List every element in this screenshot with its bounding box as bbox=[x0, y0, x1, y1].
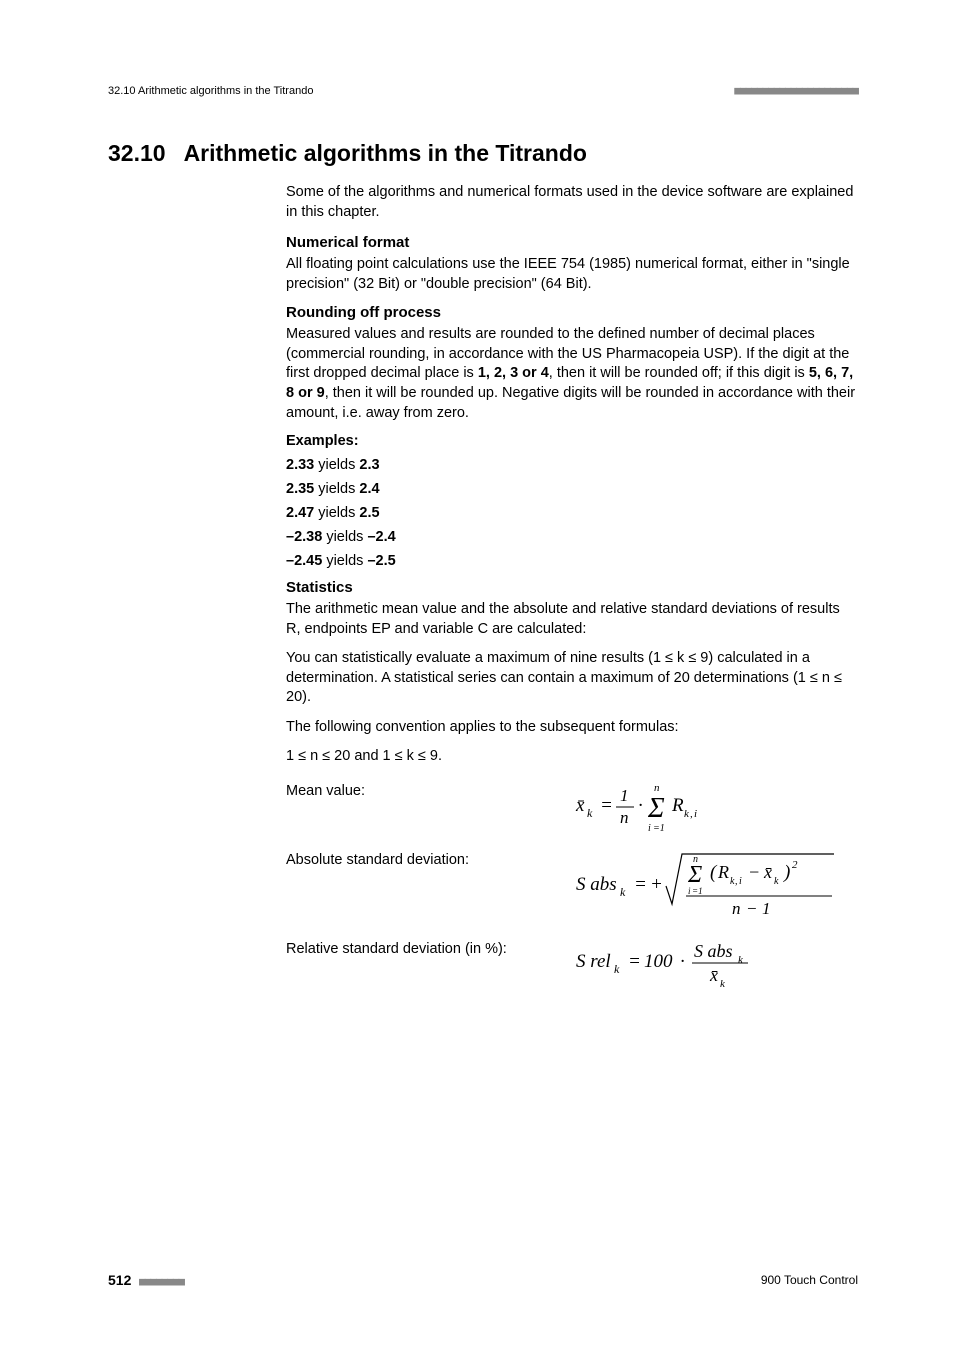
svg-text:Σ: Σ bbox=[687, 862, 702, 888]
example-yields: yields bbox=[314, 457, 359, 473]
footer-left: 512 ■■■■■■■■ bbox=[108, 1272, 184, 1288]
svg-text:·: · bbox=[638, 795, 643, 816]
example-line: –2.45 yields –2.5 bbox=[286, 553, 858, 569]
body-column: Some of the algorithms and numerical for… bbox=[286, 183, 858, 994]
footer-product-name: 900 Touch Control bbox=[761, 1273, 858, 1287]
example-input: –2.38 bbox=[286, 529, 322, 545]
paragraph: You can statistically evaluate a maximum… bbox=[286, 649, 858, 708]
examples-label: Examples: bbox=[286, 433, 858, 449]
example-line: 2.35 yields 2.4 bbox=[286, 481, 858, 497]
svg-text:=1: =1 bbox=[692, 886, 703, 896]
svg-text:Σ: Σ bbox=[647, 793, 665, 824]
paragraph: All floating point calculations use the … bbox=[286, 255, 858, 294]
svg-text:k: k bbox=[614, 962, 620, 976]
svg-text:R: R bbox=[717, 862, 729, 882]
formula-row-rel: Relative standard deviation (in %): S re… bbox=[286, 935, 858, 994]
svg-text:2: 2 bbox=[792, 859, 798, 871]
svg-text:k: k bbox=[774, 876, 779, 887]
example-output: 2.4 bbox=[359, 481, 379, 497]
svg-text:,: , bbox=[690, 808, 693, 820]
example-input: –2.45 bbox=[286, 553, 322, 569]
header-section-label: 32.10 Arithmetic algorithms in the Titra… bbox=[108, 85, 313, 97]
svg-text:k: k bbox=[620, 885, 626, 899]
example-input: 2.33 bbox=[286, 457, 314, 473]
example-input: 2.47 bbox=[286, 505, 314, 521]
example-output: –2.4 bbox=[367, 529, 395, 545]
svg-text:−: − bbox=[748, 862, 760, 882]
formula-label: Absolute standard deviation: bbox=[286, 846, 566, 868]
svg-text:x̄: x̄ bbox=[709, 965, 718, 985]
text-run: , then it will be rounded off; if this d… bbox=[549, 365, 809, 381]
svg-text:+: + bbox=[650, 874, 663, 895]
svg-text:n: n bbox=[654, 782, 660, 794]
subheading-rounding: Rounding off process bbox=[286, 304, 858, 321]
formula-label: Mean value: bbox=[286, 777, 566, 799]
svg-text:,: , bbox=[735, 876, 738, 887]
formula-mean: x̄ k = 1 n · Σ n i =1 R k , i bbox=[566, 777, 858, 838]
intro-paragraph: Some of the algorithms and numerical for… bbox=[286, 183, 858, 222]
svg-text:100: 100 bbox=[644, 951, 673, 972]
svg-text:): ) bbox=[783, 862, 790, 883]
svg-text:i: i bbox=[739, 876, 742, 887]
svg-text:1: 1 bbox=[620, 786, 629, 805]
example-input: 2.35 bbox=[286, 481, 314, 497]
paragraph: The arithmetic mean value and the absolu… bbox=[286, 600, 858, 639]
formula-row-abs: Absolute standard deviation: S abs k = +… bbox=[286, 846, 858, 927]
text-run: , then it will be rounded up. Negative d… bbox=[286, 385, 855, 421]
svg-text:k: k bbox=[587, 806, 593, 820]
example-line: –2.38 yields –2.4 bbox=[286, 529, 858, 545]
subheading-statistics: Statistics bbox=[286, 579, 858, 596]
example-line: 2.47 yields 2.5 bbox=[286, 505, 858, 521]
subheading-numerical-format: Numerical format bbox=[286, 234, 858, 251]
example-yields: yields bbox=[322, 553, 367, 569]
page-number: 512 bbox=[108, 1272, 131, 1288]
example-output: 2.5 bbox=[359, 505, 379, 521]
svg-text:S abs: S abs bbox=[576, 874, 617, 895]
svg-text:1: 1 bbox=[762, 899, 771, 918]
svg-text:S rel: S rel bbox=[576, 951, 611, 972]
formula-label: Relative standard deviation (in %): bbox=[286, 935, 566, 957]
svg-text:x̄: x̄ bbox=[575, 795, 585, 816]
svg-text:i: i bbox=[694, 808, 697, 820]
svg-text:S abs: S abs bbox=[694, 941, 733, 961]
formula-row-mean: Mean value: x̄ k = 1 n · Σ n i =1 R k , bbox=[286, 777, 858, 838]
example-output: 2.3 bbox=[359, 457, 379, 473]
svg-text:i: i bbox=[648, 823, 651, 834]
svg-text:k: k bbox=[738, 954, 744, 966]
svg-text:·: · bbox=[680, 951, 685, 972]
paragraph: 1 ≤ n ≤ 20 and 1 ≤ k ≤ 9. bbox=[286, 747, 858, 767]
paragraph: The following convention applies to the … bbox=[286, 718, 858, 738]
footer-dashes: ■■■■■■■■ bbox=[139, 1275, 184, 1288]
chapter-heading: 32.10 Arithmetic algorithms in the Titra… bbox=[108, 140, 858, 167]
svg-text:=: = bbox=[634, 874, 647, 895]
svg-text:−: − bbox=[746, 899, 757, 918]
paragraph: Measured values and results are rounded … bbox=[286, 325, 858, 423]
chapter-number: 32.10 bbox=[108, 140, 166, 167]
svg-text:n: n bbox=[620, 808, 629, 827]
example-yields: yields bbox=[314, 481, 359, 497]
svg-text:n: n bbox=[693, 854, 698, 865]
page-footer: 512 ■■■■■■■■ 900 Touch Control bbox=[108, 1272, 858, 1288]
example-output: –2.5 bbox=[367, 553, 395, 569]
formula-abs: S abs k = + Σ n i =1 ( R k , i − bbox=[566, 846, 858, 927]
example-yields: yields bbox=[314, 505, 359, 521]
svg-text:R: R bbox=[671, 795, 684, 816]
running-header: 32.10 Arithmetic algorithms in the Titra… bbox=[108, 84, 858, 97]
svg-text:x̄: x̄ bbox=[763, 862, 772, 882]
formula-rel: S rel k = 100 · S abs k x̄ k bbox=[566, 935, 858, 994]
svg-text:n: n bbox=[732, 899, 741, 918]
svg-text:=: = bbox=[600, 795, 613, 816]
svg-text:=: = bbox=[628, 951, 641, 972]
svg-text:k: k bbox=[720, 978, 726, 990]
example-yields: yields bbox=[322, 529, 367, 545]
example-line: 2.33 yields 2.3 bbox=[286, 457, 858, 473]
svg-text:(: ( bbox=[710, 862, 718, 883]
header-dashes: ■■■■■■■■■■■■■■■■■■■■■■ bbox=[734, 84, 858, 97]
svg-text:=1: =1 bbox=[653, 823, 665, 834]
bold-run: 1, 2, 3 or 4 bbox=[478, 365, 549, 381]
page-content: 32.10 Arithmetic algorithms in the Titra… bbox=[108, 140, 858, 994]
chapter-title: Arithmetic algorithms in the Titrando bbox=[184, 140, 587, 167]
